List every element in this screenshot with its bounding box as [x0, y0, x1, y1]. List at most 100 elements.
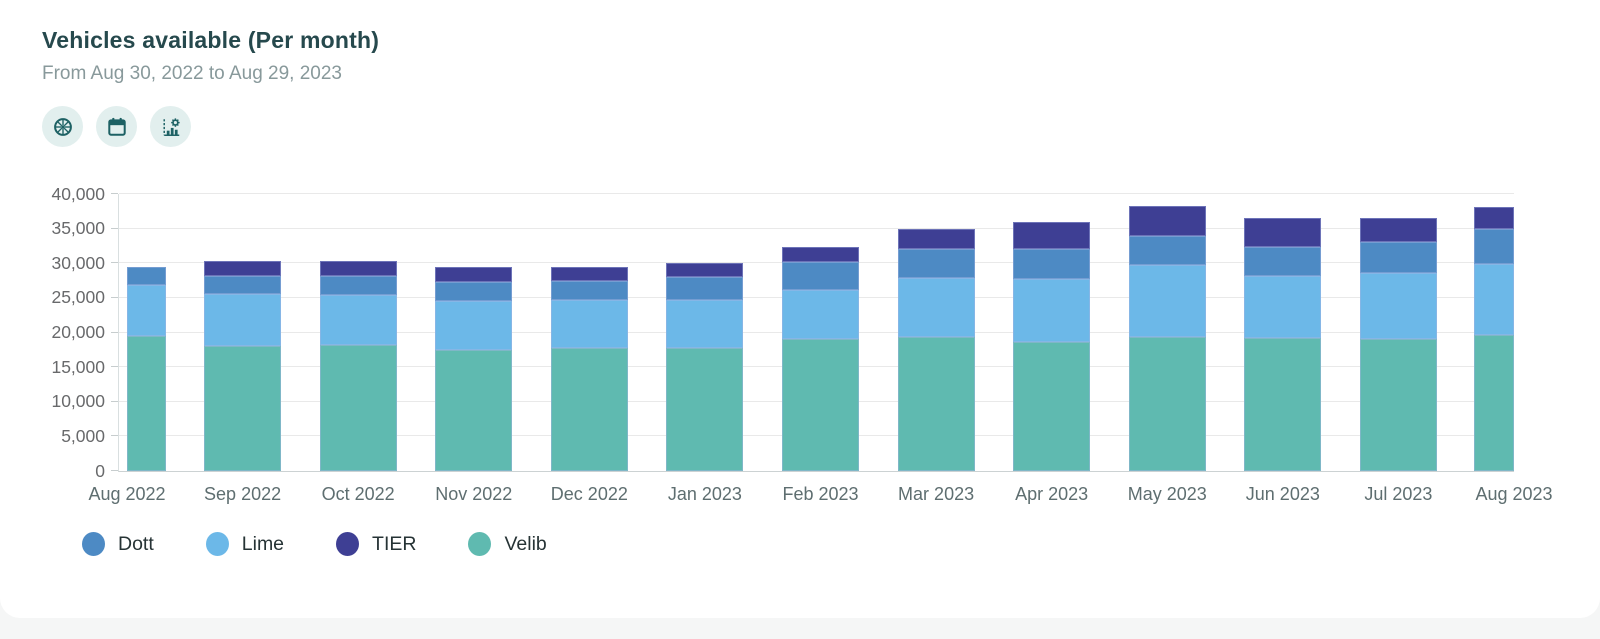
- bar-segment-tier-aug-2023[interactable]: [1474, 207, 1514, 230]
- bar-segment-velib-jun-2023[interactable]: [1244, 338, 1322, 471]
- legend-swatch-tier: [336, 532, 360, 556]
- chart-settings-icon: [160, 116, 182, 138]
- bar-oct-2022[interactable]: [319, 261, 397, 471]
- x-axis-label-jan-2023: Jan 2023: [667, 484, 742, 504]
- bar-segment-dott-jan-2023[interactable]: [666, 277, 744, 300]
- y-axis-tick: [111, 227, 118, 229]
- bar-segment-dott-feb-2023[interactable]: [782, 261, 859, 291]
- bar-jan-2023[interactable]: [666, 263, 744, 471]
- bar-segment-velib-oct-2022[interactable]: [319, 344, 397, 471]
- bar-jun-2023[interactable]: [1244, 217, 1322, 471]
- x-axis-label-aug-2022: Aug 2022: [88, 484, 166, 504]
- legend-item-velib[interactable]: Velib: [468, 532, 547, 556]
- bar-segment-tier-nov-2022[interactable]: [435, 267, 513, 282]
- bar-segment-tier-jun-2023[interactable]: [1244, 217, 1322, 248]
- calendar-button[interactable]: [96, 106, 137, 147]
- bar-segment-dott-oct-2022[interactable]: [319, 276, 397, 296]
- y-axis-label-10000: 10,000: [51, 391, 105, 411]
- bar-may-2023[interactable]: [1128, 206, 1206, 471]
- stacked-bar-chart-plot: 0 5,000 10,000 15,000 20,000 25,000 30,000 35,0…: [51, 185, 1552, 504]
- bar-segment-velib-may-2023[interactable]: [1128, 336, 1206, 471]
- bar-segment-tier-mar-2023[interactable]: [897, 228, 975, 249]
- bar-segment-velib-feb-2023[interactable]: [782, 339, 859, 471]
- bar-segment-dott-mar-2023[interactable]: [897, 248, 975, 278]
- bar-segment-velib-mar-2023[interactable]: [897, 336, 975, 471]
- legend-item-lime[interactable]: Lime: [205, 532, 284, 556]
- legend-label-velib: Velib: [504, 532, 547, 555]
- bar-segment-velib-jan-2023[interactable]: [666, 347, 744, 471]
- y-axis-tick: [111, 470, 118, 471]
- y-axis-tick: [111, 262, 118, 264]
- x-axis-label-nov-2022: Nov 2022: [435, 484, 513, 504]
- bar-segment-dott-sep-2022[interactable]: [204, 276, 282, 294]
- bar-segment-tier-apr-2023[interactable]: [1013, 221, 1091, 250]
- bar-segment-tier-feb-2023[interactable]: [782, 246, 859, 262]
- y-axis-tick: [111, 435, 118, 437]
- bar-segment-lime-may-2023[interactable]: [1128, 264, 1206, 337]
- bar-segment-dott-apr-2023[interactable]: [1013, 249, 1091, 279]
- bar-segment-tier-jul-2023[interactable]: [1359, 218, 1437, 243]
- wheel-icon: [52, 116, 74, 138]
- bar-aug-2023[interactable]: [1474, 207, 1514, 471]
- bar-segment-lime-aug-2023[interactable]: [1474, 263, 1514, 336]
- y-axis-label-40000: 40,000: [51, 183, 105, 204]
- bar-segment-dott-dec-2022[interactable]: [550, 281, 628, 300]
- y-axis-label-15000: 15,000: [51, 356, 105, 377]
- bar-dec-2022[interactable]: [550, 267, 628, 471]
- y-axis-label-20000: 20,000: [51, 321, 105, 342]
- bar-segment-lime-jun-2023[interactable]: [1244, 276, 1322, 339]
- bar-segment-dott-jul-2023[interactable]: [1359, 242, 1437, 273]
- bar-segment-lime-jul-2023[interactable]: [1359, 272, 1437, 339]
- bar-segment-velib-aug-2023[interactable]: [1474, 335, 1514, 471]
- bar-segment-lime-nov-2022[interactable]: [435, 301, 513, 350]
- bar-nov-2022[interactable]: [435, 267, 513, 471]
- bar-segment-tier-oct-2022[interactable]: [319, 261, 397, 277]
- bar-segment-velib-jul-2023[interactable]: [1359, 338, 1437, 471]
- bar-segment-lime-dec-2022[interactable]: [550, 299, 628, 348]
- bar-segment-dott-nov-2022[interactable]: [435, 281, 513, 302]
- bar-segment-tier-sep-2022[interactable]: [204, 260, 282, 277]
- bar-segment-velib-dec-2022[interactable]: [550, 347, 628, 471]
- bar-segment-lime-sep-2022[interactable]: [204, 293, 282, 346]
- legend-item-dott[interactable]: Dott: [82, 532, 154, 556]
- y-axis-tick: [111, 193, 118, 194]
- y-axis-label-5000: 5,000: [61, 425, 105, 446]
- bar-segment-tier-may-2023[interactable]: [1128, 206, 1206, 236]
- legend-item-tier[interactable]: TIER: [336, 532, 416, 556]
- bar-segment-velib-aug-2022[interactable]: [127, 335, 166, 471]
- bar-sep-2022[interactable]: [204, 260, 282, 471]
- x-axis-label-jun-2023: Jun 2023: [1245, 484, 1320, 504]
- chart-toolbar: [42, 106, 191, 147]
- bar-segment-lime-mar-2023[interactable]: [897, 277, 975, 337]
- bar-apr-2023[interactable]: [1013, 221, 1091, 471]
- legend-swatch-lime: [205, 532, 229, 556]
- bar-segment-lime-apr-2023[interactable]: [1013, 278, 1091, 343]
- legend-swatch-dott: [82, 532, 105, 556]
- gridline-35000: [119, 227, 1514, 229]
- bar-segment-lime-jan-2023[interactable]: [666, 299, 744, 348]
- bar-aug-2022[interactable]: [127, 266, 166, 471]
- bar-segment-dott-may-2023[interactable]: [1128, 235, 1206, 265]
- bar-segment-lime-oct-2022[interactable]: [319, 295, 397, 345]
- bar-jul-2023[interactable]: [1359, 218, 1437, 471]
- bar-segment-dott-aug-2022[interactable]: [127, 266, 166, 285]
- bar-segment-dott-aug-2023[interactable]: [1474, 229, 1514, 264]
- bar-segment-tier-dec-2022[interactable]: [550, 267, 628, 282]
- gridline-40000: [119, 193, 1514, 194]
- bar-segment-tier-jan-2023[interactable]: [666, 263, 744, 278]
- x-axis-label-aug-2023: Aug 2023: [1475, 484, 1553, 504]
- bar-feb-2023[interactable]: [782, 246, 859, 471]
- x-axis-label-sep-2022: Sep 2022: [204, 484, 282, 504]
- legend-label-tier: TIER: [372, 532, 417, 555]
- bar-segment-dott-jun-2023[interactable]: [1244, 247, 1322, 277]
- bar-segment-velib-nov-2022[interactable]: [435, 349, 513, 471]
- bar-segment-velib-sep-2022[interactable]: [204, 345, 282, 471]
- bar-mar-2023[interactable]: [897, 228, 975, 471]
- bar-segment-lime-feb-2023[interactable]: [782, 290, 859, 340]
- x-axis-label-feb-2023: Feb 2023: [782, 484, 859, 504]
- bar-segment-velib-apr-2023[interactable]: [1013, 342, 1091, 471]
- x-axis-label-oct-2022: Oct 2022: [321, 484, 395, 504]
- vehicle-wheel-button[interactable]: [42, 106, 83, 147]
- bar-segment-lime-aug-2022[interactable]: [127, 284, 166, 336]
- chart-settings-button[interactable]: [150, 106, 191, 147]
